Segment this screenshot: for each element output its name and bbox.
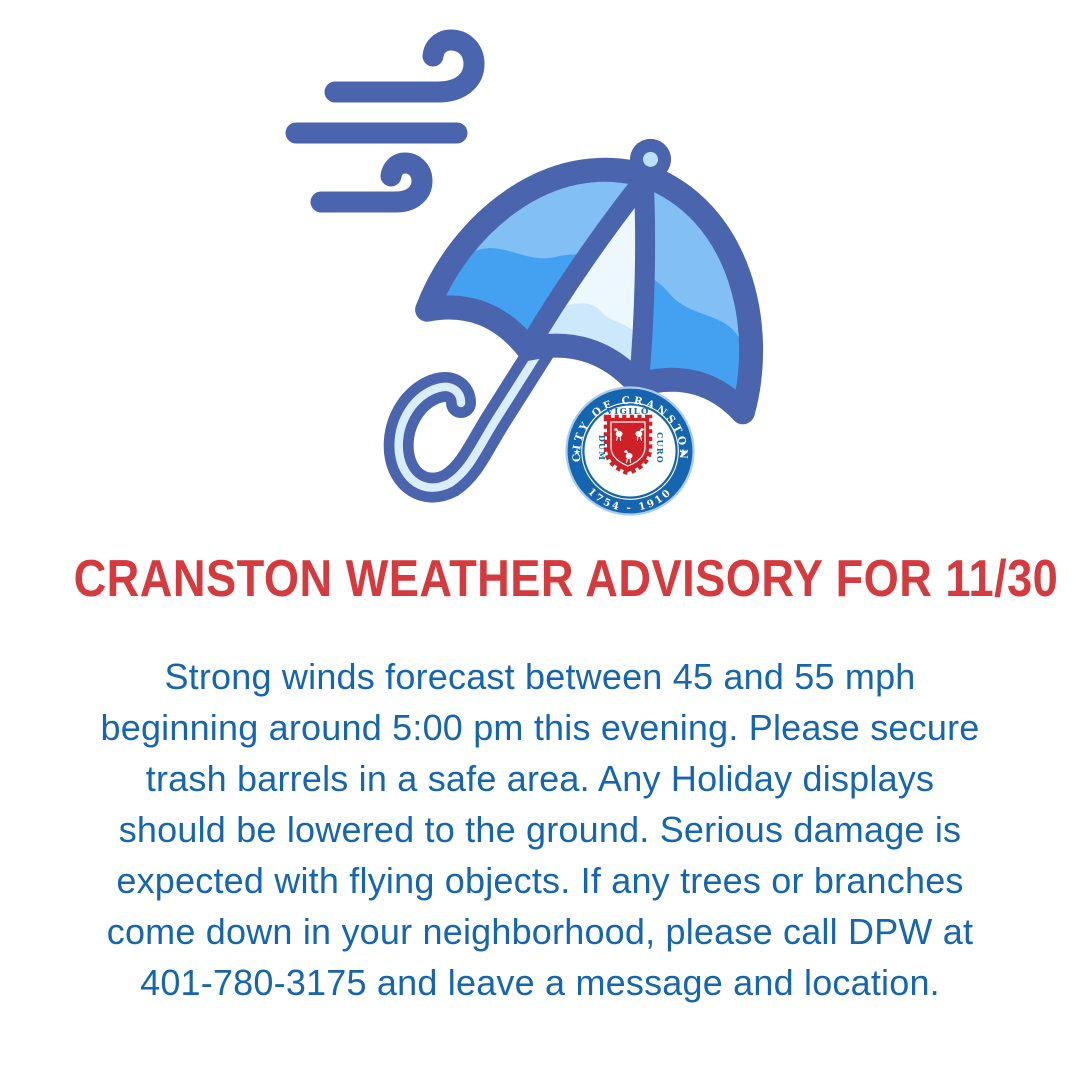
umbrella-pole-highlight — [394, 301, 573, 492]
canopy-outline — [415, 157, 764, 425]
seal-motto-dum: DUM — [597, 435, 607, 461]
seal-motto-curo: CURO — [655, 432, 665, 464]
wind-line-top-curl — [324, 29, 485, 103]
weather-illustration: CITY OF CRANSTON 1754 - 1910 ★ ★ VIGILO … — [285, 29, 764, 516]
advisory-headline-text: CRANSTON WEATHER ADVISORY FOR 11/30 — [73, 550, 1059, 608]
canopy-sheen — [456, 169, 748, 359]
canopy-rib-right — [628, 170, 656, 393]
seal-star-right: ★ — [679, 447, 687, 457]
umbrella-icon — [383, 138, 764, 503]
seal-star-left: ★ — [573, 447, 581, 457]
seal-motto-vigilo: VIGILO — [605, 407, 650, 417]
cranston-seal: CITY OF CRANSTON 1754 - 1910 ★ ★ VIGILO … — [565, 386, 695, 516]
wind-icon — [285, 29, 485, 213]
seal-shield-inner-line — [610, 421, 646, 467]
canopy-rib-left — [518, 170, 654, 357]
seal-outer-rim — [565, 386, 695, 516]
seal-separator — [581, 402, 679, 500]
umbrella-canopy — [415, 138, 764, 425]
advisory-headline: CRANSTON WEATHER ADVISORY FOR 11/30 — [0, 549, 1080, 609]
umbrella-tip-knob — [630, 138, 672, 180]
advisory-body-text: Strong winds forecast between 45 and 55 … — [100, 656, 980, 1003]
wind-line-bottom-curl — [310, 152, 433, 213]
